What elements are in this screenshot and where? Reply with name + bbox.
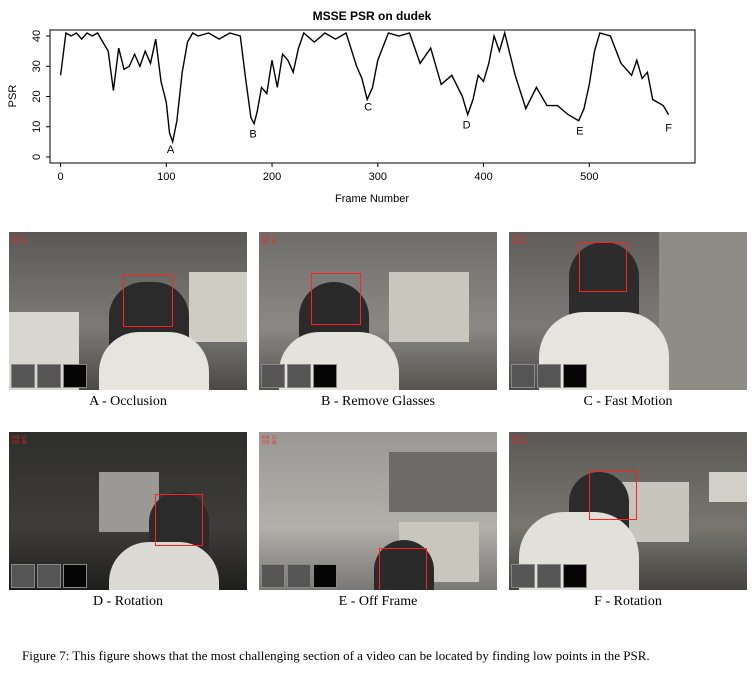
frame-d: PSR 12 FPS 30 bbox=[9, 432, 247, 590]
psr-series-line bbox=[59, 30, 670, 145]
x-tick-label: 300 bbox=[369, 171, 387, 183]
x-tick-label: 200 bbox=[263, 171, 281, 183]
x-tick-label: 500 bbox=[580, 171, 598, 183]
frame-b: PSR 12 FPS 30 bbox=[259, 232, 497, 390]
annotation-label-d: D bbox=[463, 120, 471, 132]
panel-e: PSR 12 FPS 30 E - Off Frame bbox=[259, 432, 497, 610]
x-tick-label: 0 bbox=[58, 171, 64, 183]
annotation-label-e: E bbox=[576, 126, 583, 138]
frame-c: PSR 12 FPS 30 bbox=[509, 232, 747, 390]
tracking-box bbox=[379, 548, 427, 590]
hud-overlay: PSR 12 FPS 30 bbox=[262, 235, 277, 245]
thumb-filter bbox=[287, 364, 311, 388]
panel-f: PSR 12 FPS 30 F - Rotation bbox=[509, 432, 747, 610]
panel-caption: E - Off Frame bbox=[338, 594, 418, 609]
tracking-box bbox=[155, 494, 203, 546]
frame-a: PSR 12 FPS 30 bbox=[9, 232, 247, 390]
annotation-label-f: F bbox=[665, 123, 672, 135]
thumb-input bbox=[261, 364, 285, 388]
panel-caption: C - Fast Motion bbox=[583, 394, 673, 409]
plot-frame bbox=[49, 29, 696, 164]
panel-caption: D - Rotation bbox=[93, 594, 163, 609]
panel-caption: A - Occlusion bbox=[89, 394, 167, 409]
y-tick-label: 10 bbox=[31, 121, 43, 133]
annotation-label-b: B bbox=[249, 129, 256, 141]
hud-overlay: PSR 12 FPS 30 bbox=[12, 435, 27, 445]
panel-caption: F - Rotation bbox=[594, 594, 662, 609]
panel-d: PSR 12 FPS 30 D - Rotation bbox=[9, 432, 247, 610]
hud-overlay: PSR 12 FPS 30 bbox=[512, 235, 527, 245]
panel-b: PSR 12 FPS 30 B - Remove Glasses bbox=[259, 232, 497, 410]
tracking-box bbox=[311, 273, 361, 325]
thumb-input bbox=[11, 364, 35, 388]
hud-overlay: PSR 12 FPS 30 bbox=[12, 235, 27, 245]
annotation-label-a: A bbox=[167, 144, 175, 156]
y-tick-label: 20 bbox=[31, 90, 43, 102]
figure-caption: Figure 7: This figure shows that the mos… bbox=[22, 648, 650, 663]
thumb-response bbox=[63, 564, 87, 588]
thumb-input bbox=[11, 564, 35, 588]
thumb-filter bbox=[37, 364, 61, 388]
panel-a: PSR 12 FPS 30 A - Occlusion bbox=[9, 232, 247, 410]
x-tick-label: 100 bbox=[157, 171, 175, 183]
y-axis-label: PSR bbox=[7, 85, 19, 108]
tracking-box bbox=[579, 242, 627, 292]
thumb-input bbox=[261, 564, 285, 588]
tracking-box bbox=[123, 275, 173, 327]
psr-chart: MSSE PSR on dudek 0 100 200 300 400 500 0 10 20 3… bbox=[7, 9, 696, 205]
thumb-filter bbox=[537, 364, 561, 388]
hud-overlay: PSR 12 FPS 30 bbox=[512, 435, 527, 445]
thumb-input bbox=[511, 564, 535, 588]
thumb-filter bbox=[537, 564, 561, 588]
thumb-response bbox=[63, 364, 87, 388]
thumb-filter bbox=[287, 564, 311, 588]
panel-c: PSR 12 FPS 30 C - Fast Motion bbox=[509, 232, 747, 410]
y-tick-label: 30 bbox=[31, 60, 43, 72]
thumb-input bbox=[511, 364, 535, 388]
y-tick-label: 0 bbox=[31, 154, 43, 160]
hud-overlay: PSR 12 FPS 30 bbox=[262, 435, 277, 445]
thumb-response bbox=[313, 564, 337, 588]
frame-f: PSR 12 FPS 30 bbox=[509, 432, 747, 590]
thumb-response bbox=[563, 564, 587, 588]
thumb-filter bbox=[37, 564, 61, 588]
tracking-box bbox=[589, 470, 637, 520]
annotation-label-c: C bbox=[364, 102, 372, 114]
x-tick-label: 400 bbox=[474, 171, 492, 183]
y-tick-label: 40 bbox=[31, 30, 43, 42]
panel-caption: B - Remove Glasses bbox=[321, 394, 435, 409]
frame-e: PSR 12 FPS 30 bbox=[259, 432, 497, 590]
thumb-response bbox=[563, 364, 587, 388]
chart-title: MSSE PSR on dudek bbox=[313, 9, 432, 23]
x-axis-label: Frame Number bbox=[335, 193, 409, 205]
thumb-response bbox=[313, 364, 337, 388]
